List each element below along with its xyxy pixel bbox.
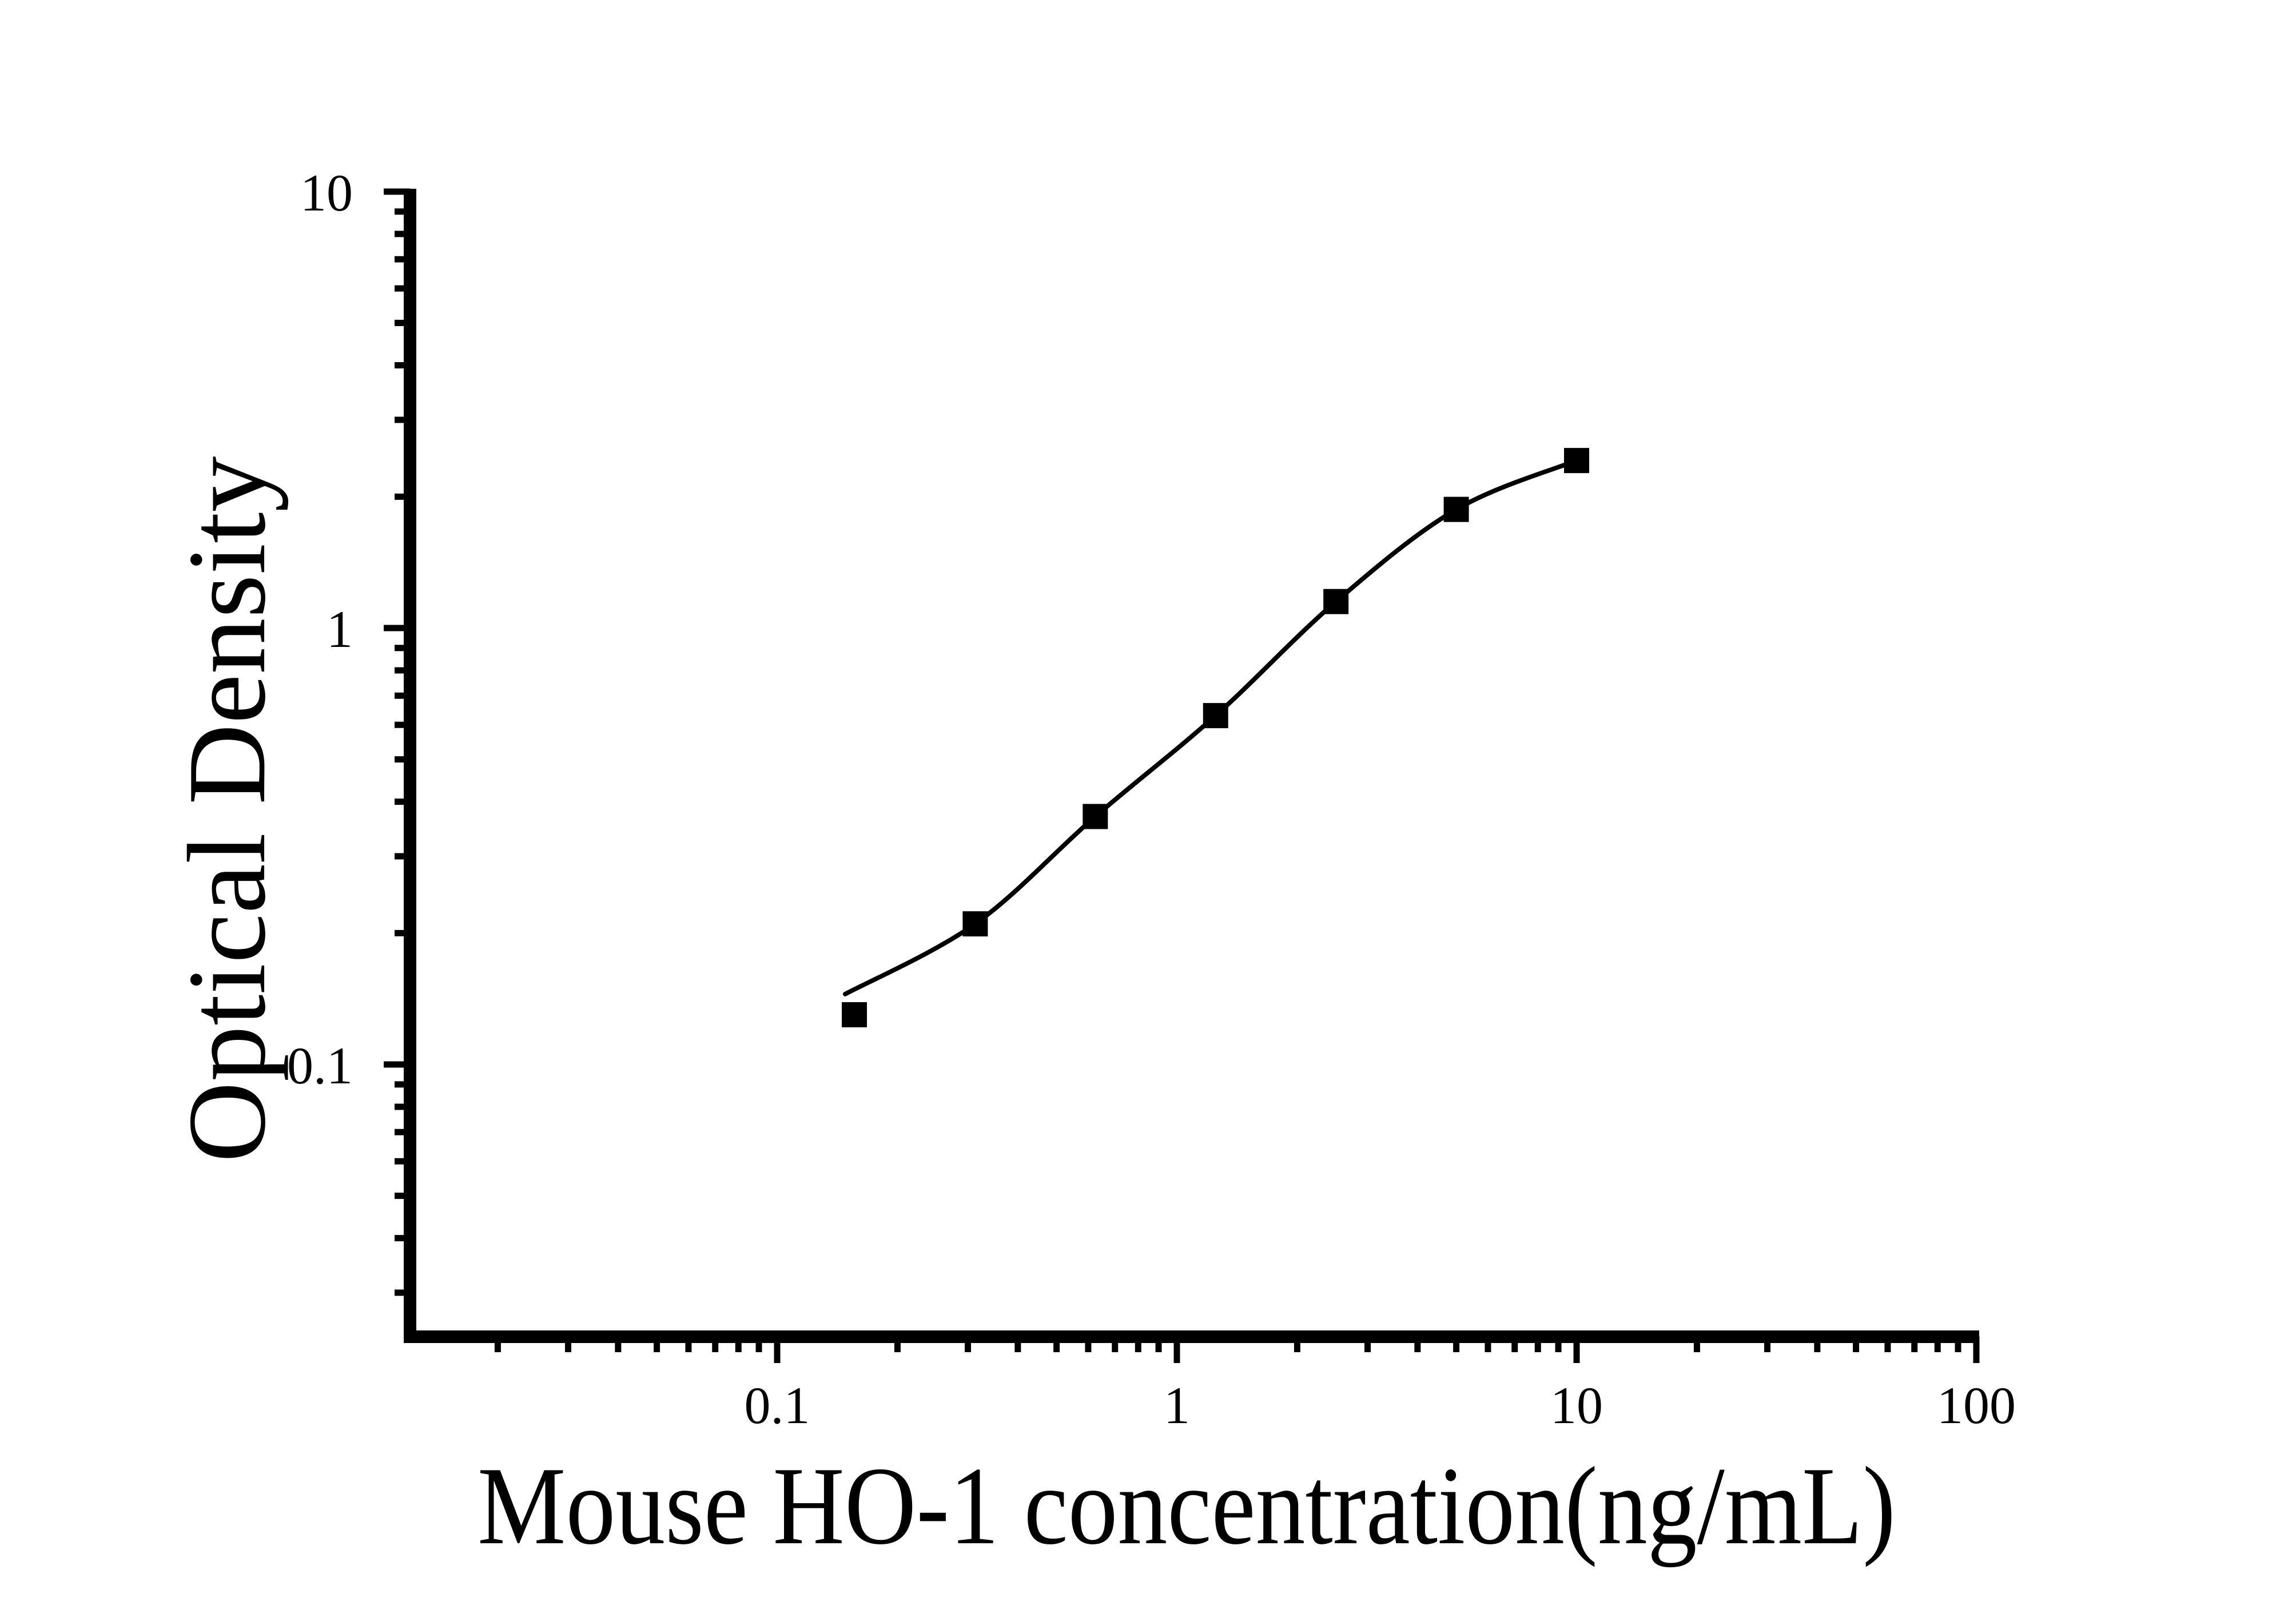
x-tick-label: 1	[1164, 1376, 1190, 1435]
data-point-marker	[1443, 496, 1469, 522]
y-tick-label: 10	[300, 164, 353, 222]
data-point-marker	[1203, 703, 1228, 729]
y-ticks	[384, 188, 410, 1296]
data-point-marker	[962, 911, 988, 937]
y-tick-label: 1	[327, 600, 353, 658]
x-tick-labels: 0.1 1 10 100	[745, 1376, 2016, 1435]
x-tick-label: 0.1	[745, 1376, 810, 1435]
data-point-marker	[1564, 448, 1589, 474]
x-axis-title: Mouse HO-1 concentration(ng/mL)	[477, 1444, 1896, 1568]
x-ticks	[494, 1337, 1980, 1363]
data-point-marker	[1323, 589, 1349, 614]
y-axis-title: Optical Density	[165, 456, 289, 1163]
data-point-marker	[841, 1002, 867, 1028]
x-tick-label: 100	[1937, 1376, 2016, 1435]
y-tick-labels: 0.1 1 10	[287, 164, 353, 1095]
y-axis: 0.1 1 10	[287, 164, 416, 1343]
x-axis: 0.1 1 10 100	[404, 1330, 2016, 1435]
x-tick-label: 10	[1550, 1376, 1603, 1435]
data-points	[841, 448, 1589, 1028]
y-tick-label: 0.1	[287, 1036, 353, 1095]
data-point-marker	[1083, 804, 1108, 829]
